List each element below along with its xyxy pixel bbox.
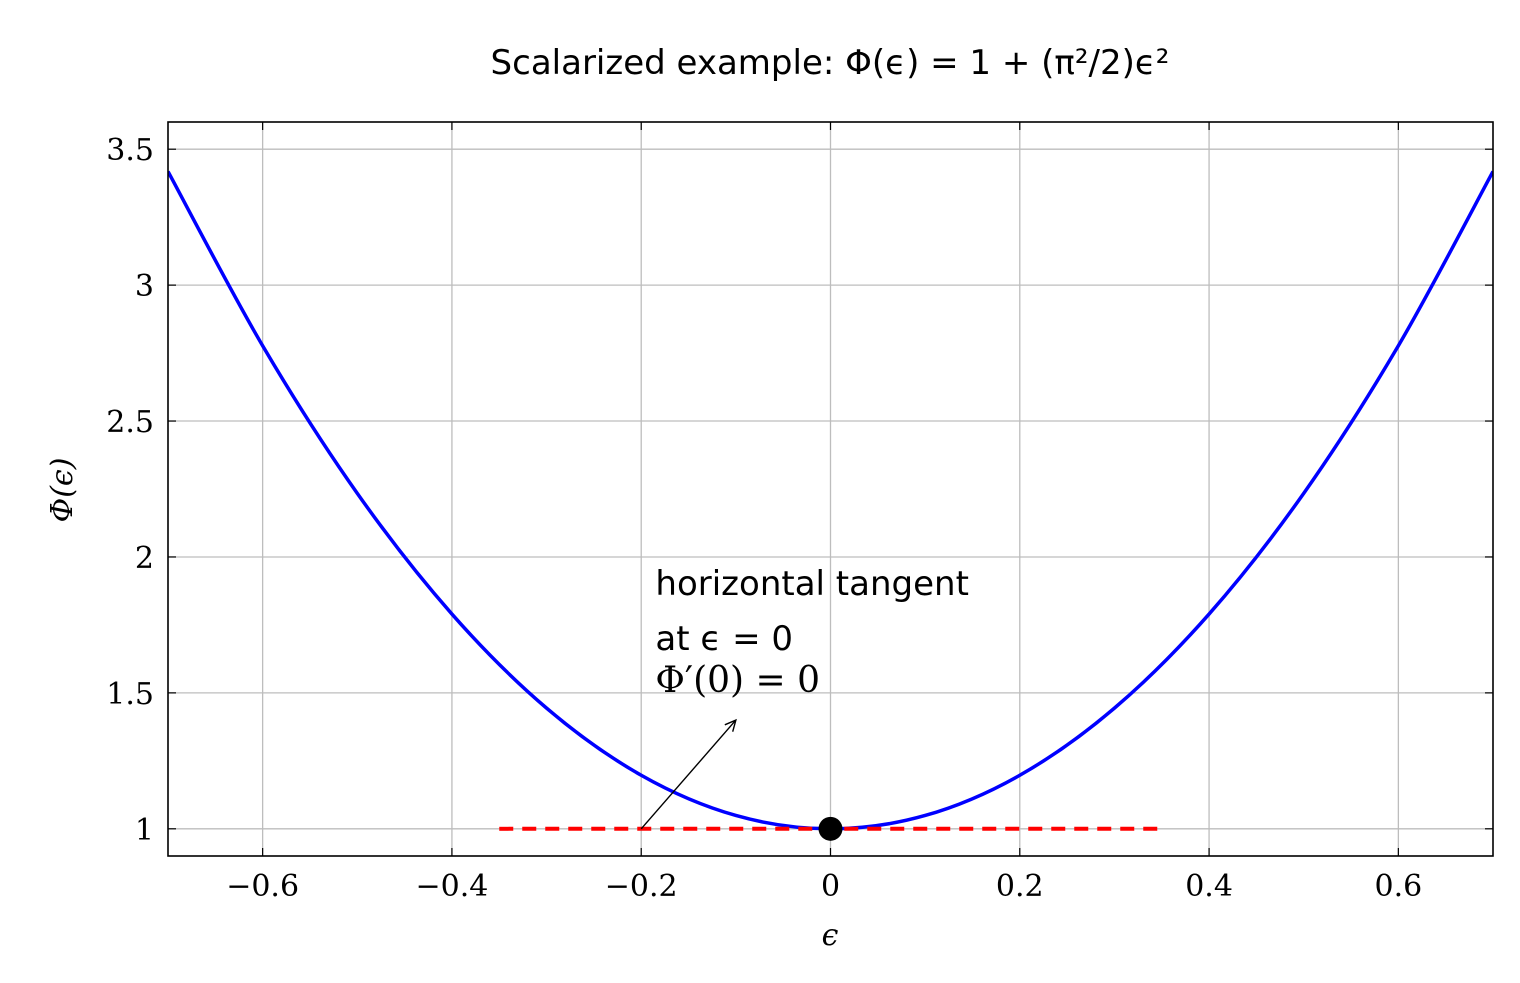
y-tick-label: 2 [135,541,154,576]
annotation-arrow [640,719,737,830]
x-tick-label: −0.2 [605,869,678,904]
y-tick-label: 1 [135,813,154,848]
x-tick-label: 0.2 [996,869,1044,904]
plot-area [168,170,1493,841]
axis-ticks: −0.6 −0.4 −0.2 0 0.2 0.4 0.6 1 1.5 2 2.5 3 3.5 [106,122,1493,904]
x-tick-label: −0.4 [415,869,488,904]
x-tick-label: −0.6 [226,869,299,904]
data-point [818,816,843,841]
y-tick-label: 3 [135,269,154,304]
x-tick-label: 0.6 [1374,869,1422,904]
annotation-line-2: Φ′(0) = 0 [655,660,820,701]
chart-title: Scalarized example: Φ(ϵ) = 1 + (π²/2)ϵ² [491,43,1170,83]
grid [168,122,1493,856]
x-tick-label: 0.4 [1185,869,1233,904]
x-tick-label: 0 [821,869,840,904]
y-tick-label: 2.5 [106,405,154,440]
y-tick-label: 3.5 [106,133,154,168]
annotation-line-1: at ϵ = 0 [655,619,793,659]
annotation-line-0: horizontal tangent [655,564,969,604]
y-tick-label: 1.5 [106,677,154,712]
y-axis-label: Φ(ϵ) [45,458,80,523]
annotation: horizontal tangent at ϵ = 0Φ′(0) = 0 [640,564,969,830]
x-axis-label: ϵ [822,918,839,953]
annotation-arrowhead [724,718,737,732]
